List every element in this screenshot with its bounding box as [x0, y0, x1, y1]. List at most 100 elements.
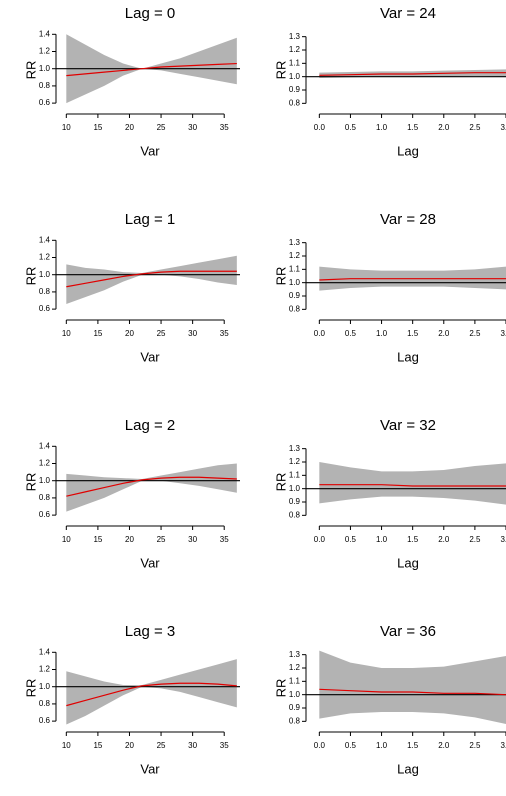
x-tick-label: 35 [220, 329, 229, 338]
y-tick-label: 0.8 [39, 287, 51, 296]
x-axis-label: Lag [397, 761, 419, 776]
y-tick-label: 1.3 [289, 650, 301, 659]
x-tick-label: 35 [220, 741, 229, 750]
y-tick-label: 1.4 [39, 235, 51, 244]
y-tick-label: 0.9 [289, 85, 301, 94]
y-tick-label: 0.8 [39, 493, 51, 502]
y-axis-label: RR [273, 61, 288, 80]
x-tick-label: 20 [125, 123, 134, 132]
x-tick-label: 0.0 [314, 123, 326, 132]
y-tick-label: 1.2 [39, 459, 51, 468]
x-axis-label: Var [140, 143, 160, 158]
x-axis-label: Lag [397, 349, 419, 364]
x-tick-label: 0.0 [314, 741, 326, 750]
y-tick-label: 0.8 [289, 98, 301, 107]
x-tick-label: 15 [93, 329, 102, 338]
y-tick-label: 1.3 [289, 32, 301, 41]
y-tick-label: 0.6 [39, 716, 51, 725]
y-tick-label: 1.0 [289, 278, 301, 287]
confidence-band [319, 650, 506, 724]
x-tick-label: 35 [220, 123, 229, 132]
y-axis-label: RR [23, 473, 38, 492]
x-tick-label: 2.0 [438, 123, 450, 132]
x-tick-label: 10 [62, 329, 71, 338]
x-tick-label: 1.0 [376, 123, 388, 132]
x-tick-label: 20 [125, 535, 134, 544]
y-tick-label: 1.1 [289, 470, 301, 479]
y-tick-label: 0.6 [39, 510, 51, 519]
rr-line [319, 688, 506, 696]
x-tick-label: 30 [188, 329, 197, 338]
y-tick-label: 1.2 [289, 663, 301, 672]
confidence-band [319, 462, 506, 505]
y-tick-label: 0.8 [289, 716, 301, 725]
x-tick-label: 25 [157, 741, 166, 750]
x-tick-label: 1.0 [376, 535, 388, 544]
y-tick-label: 1.1 [289, 58, 301, 67]
y-tick-label: 1.2 [39, 253, 51, 262]
confidence-band [66, 255, 237, 304]
y-tick-label: 1.4 [39, 647, 51, 656]
x-tick-label: 15 [93, 741, 102, 750]
x-tick-label: 0.5 [345, 329, 357, 338]
x-tick-label: 1.0 [376, 329, 388, 338]
confidence-band [66, 659, 237, 725]
x-tick-label: 10 [62, 741, 71, 750]
rr-line [319, 484, 506, 487]
x-tick-label: 20 [125, 741, 134, 750]
y-axis-label: RR [23, 61, 38, 80]
rr-line [319, 278, 506, 281]
y-axis-label: RR [23, 679, 38, 698]
confidence-band [66, 463, 237, 512]
y-axis-label: RR [23, 267, 38, 286]
y-tick-label: 1.0 [289, 72, 301, 81]
y-tick-label: 1.2 [289, 45, 301, 54]
x-axis-label: Lag [397, 143, 419, 158]
y-tick-label: 0.9 [289, 497, 301, 506]
panel-title: Var = 24 [380, 5, 436, 22]
y-tick-label: 1.4 [39, 441, 51, 450]
y-tick-label: 0.8 [39, 81, 51, 90]
panel-title: Lag = 1 [125, 211, 175, 228]
y-tick-label: 1.1 [289, 264, 301, 273]
x-axis-label: Var [140, 761, 160, 776]
x-tick-label: 2.5 [469, 329, 481, 338]
x-tick-label: 30 [188, 535, 197, 544]
y-tick-label: 1.0 [39, 64, 51, 73]
x-axis-label: Var [140, 349, 160, 364]
x-tick-label: 0.5 [345, 535, 357, 544]
rr-line [66, 62, 237, 77]
rr-line [66, 270, 237, 288]
x-tick-label: 1.5 [407, 123, 419, 132]
panel-title: Var = 36 [380, 623, 436, 640]
x-tick-label: 0.5 [345, 741, 357, 750]
panel-title: Var = 28 [380, 211, 436, 228]
x-axis-label: Lag [397, 555, 419, 570]
rr-line [66, 682, 237, 707]
rr-line [66, 476, 237, 497]
x-tick-label: 15 [93, 535, 102, 544]
x-tick-label: 25 [157, 329, 166, 338]
y-tick-label: 0.6 [39, 98, 51, 107]
x-tick-label: 2.5 [469, 741, 481, 750]
y-tick-label: 0.9 [289, 291, 301, 300]
y-tick-label: 1.2 [289, 251, 301, 260]
y-axis-label: RR [273, 679, 288, 698]
x-tick-label: 10 [62, 535, 71, 544]
x-tick-label: 1.0 [376, 741, 388, 750]
panel-title: Lag = 0 [125, 5, 175, 22]
x-tick-label: 30 [188, 741, 197, 750]
x-tick-label: 2.5 [469, 123, 481, 132]
y-axis-label: RR [273, 473, 288, 492]
y-tick-label: 0.6 [39, 304, 51, 313]
x-tick-label: 30 [188, 123, 197, 132]
x-tick-label: 3.0 [500, 535, 506, 544]
y-tick-label: 1.4 [39, 29, 51, 38]
x-tick-label: 1.5 [407, 535, 419, 544]
y-tick-label: 1.3 [289, 444, 301, 453]
y-tick-label: 0.8 [39, 699, 51, 708]
y-tick-label: 1.2 [289, 457, 301, 466]
x-tick-label: 0.0 [314, 329, 326, 338]
y-tick-label: 1.0 [39, 270, 51, 279]
